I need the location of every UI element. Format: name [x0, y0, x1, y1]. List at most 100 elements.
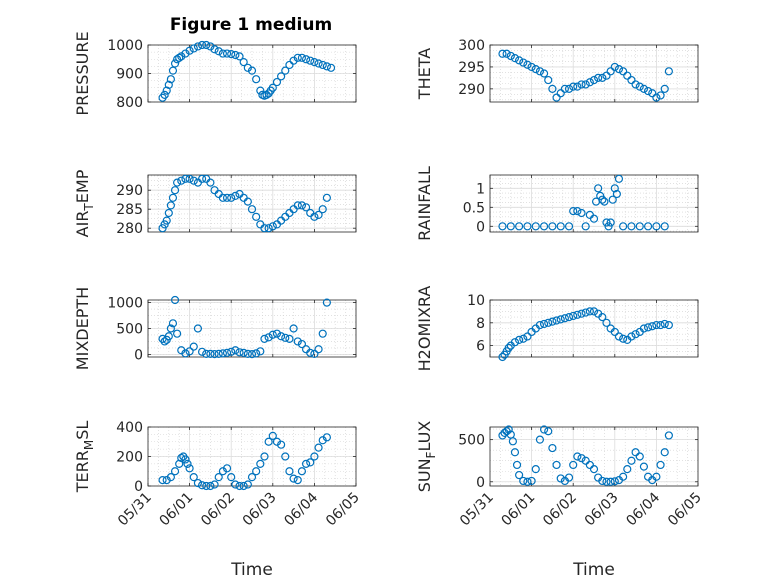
- data-point: [535, 435, 545, 444]
- data-point: [231, 50, 240, 60]
- data-point: [285, 334, 294, 343]
- data-point: [243, 63, 252, 72]
- data-point: [166, 324, 175, 333]
- y-tick-label: 0.5: [463, 200, 485, 216]
- data-point: [544, 427, 553, 436]
- x-tick-label: 06/04: [281, 489, 321, 529]
- data-point: [231, 346, 240, 355]
- data-point: [527, 62, 536, 72]
- data-point: [556, 474, 565, 483]
- data-point: [652, 222, 661, 231]
- data-point: [577, 454, 586, 463]
- data-point: [181, 49, 190, 58]
- data-point: [183, 459, 192, 468]
- data-point: [235, 52, 244, 61]
- x-tick-label: 06/03: [582, 490, 622, 530]
- data-point: [170, 59, 180, 68]
- axes-box: [489, 174, 699, 233]
- x-axis-label-right: Time: [572, 560, 615, 580]
- data-point: [160, 90, 169, 99]
- data-point: [260, 224, 269, 233]
- data-point: [639, 324, 649, 333]
- data-point: [594, 73, 603, 82]
- data-point: [185, 174, 194, 183]
- data-point: [289, 474, 298, 483]
- data-point: [318, 329, 327, 338]
- data-point: [252, 212, 261, 221]
- data-point: [264, 333, 273, 342]
- data-point: [293, 476, 302, 485]
- data-point: [175, 53, 184, 62]
- data-point: [189, 342, 198, 351]
- data-point: [293, 337, 302, 346]
- data-point: [664, 320, 673, 330]
- data-point: [660, 448, 669, 457]
- data-point: [527, 476, 536, 486]
- data-point: [627, 222, 636, 231]
- data-point: [602, 318, 611, 327]
- data-point: [627, 75, 636, 85]
- data-point: [166, 473, 175, 482]
- data-point: [277, 72, 286, 81]
- data-point: [177, 176, 186, 185]
- data-point: [643, 222, 653, 231]
- data-point: [498, 49, 507, 58]
- data-point: [243, 349, 252, 358]
- y-tick-label: 0: [134, 347, 143, 363]
- data-point: [519, 334, 528, 343]
- data-point: [197, 174, 207, 183]
- data-point: [231, 191, 240, 200]
- data-point: [652, 93, 661, 102]
- data-point: [548, 222, 557, 231]
- y-axis-label: H2OMIXRA: [415, 286, 434, 372]
- data-point: [301, 203, 311, 212]
- data-point: [247, 473, 257, 482]
- data-point: [306, 348, 315, 357]
- data-point: [193, 478, 203, 488]
- data-point: [523, 332, 532, 341]
- data-point: [310, 452, 319, 461]
- data-point: [619, 334, 628, 343]
- data-point: [318, 205, 327, 214]
- data-point: [552, 316, 561, 325]
- data-point: [656, 460, 665, 470]
- data-point: [660, 319, 669, 329]
- y-tick-label: 290: [116, 183, 143, 199]
- data-point: [585, 307, 594, 316]
- data-point: [544, 318, 553, 327]
- data-point: [556, 315, 565, 324]
- data-point: [252, 467, 261, 476]
- data-point: [227, 347, 236, 356]
- data-point: [639, 84, 649, 93]
- data-point: [202, 349, 211, 358]
- data-point: [314, 443, 323, 452]
- data-point: [569, 207, 578, 216]
- x-tick-label: 06/03: [240, 490, 280, 530]
- data-point: [162, 86, 171, 95]
- data-point: [189, 473, 198, 482]
- data-point: [581, 308, 590, 317]
- data-point: [301, 55, 311, 64]
- data-point: [581, 80, 590, 89]
- data-point: [166, 201, 175, 210]
- data-point: [235, 481, 244, 491]
- y-axis-label: AIRTEMP: [73, 169, 96, 237]
- data-point: [181, 455, 190, 464]
- y-axis-label: SUNFLUX: [415, 421, 438, 493]
- data-point: [531, 65, 540, 74]
- data-point: [185, 347, 194, 356]
- data-point: [589, 75, 599, 85]
- data-point: [222, 193, 232, 202]
- data-point: [556, 89, 565, 98]
- data-point: [160, 337, 169, 346]
- data-point: [306, 458, 315, 467]
- data-point: [635, 82, 644, 91]
- data-point: [602, 71, 611, 80]
- data-point: [281, 333, 290, 342]
- y-tick-label: 1000: [107, 296, 143, 312]
- data-point: [310, 57, 319, 67]
- y-tick-label: 1: [476, 181, 485, 197]
- data-point: [264, 437, 273, 446]
- y-tick-label: 1000: [107, 38, 143, 54]
- data-point: [552, 460, 561, 470]
